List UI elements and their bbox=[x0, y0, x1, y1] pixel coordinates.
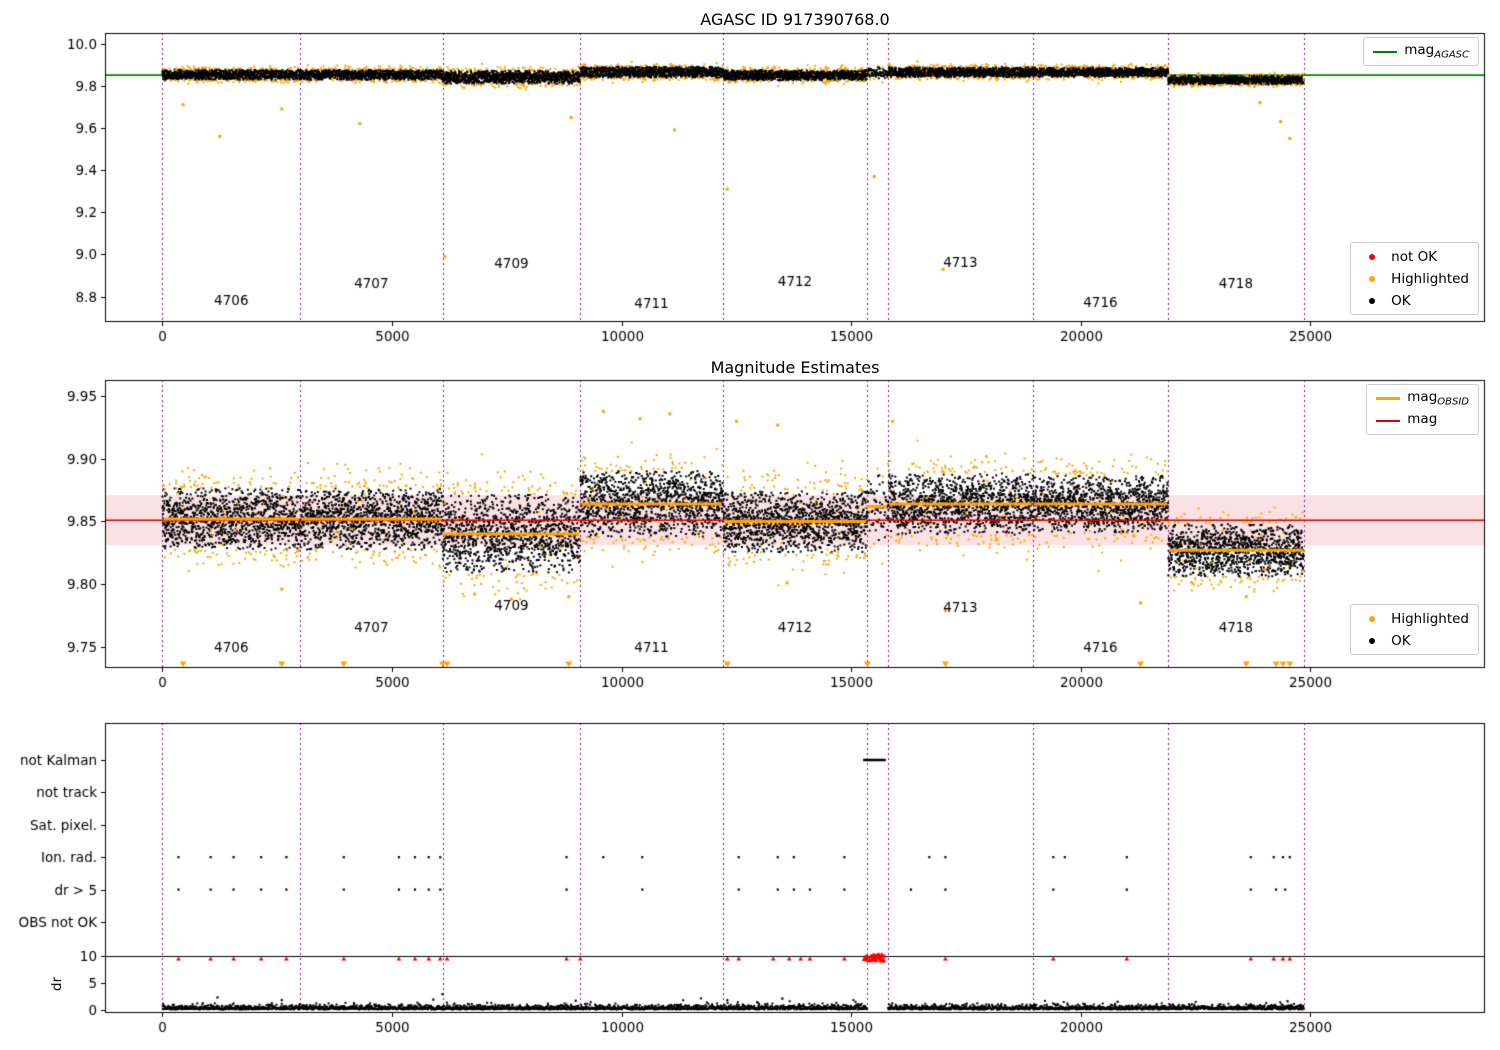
legend-item-highlighted-2: Highlighted bbox=[1360, 609, 1469, 628]
legend-item-ok-2: OK bbox=[1360, 631, 1469, 650]
not-ok-marker-icon bbox=[1360, 253, 1384, 260]
legend-label-mag: mag bbox=[1407, 411, 1438, 428]
legend-item-mag-obsid: magOBSID bbox=[1376, 389, 1469, 408]
legend-label-ok-2: OK bbox=[1391, 632, 1411, 649]
legend-label-not-ok: not OK bbox=[1391, 248, 1438, 265]
legend-label-highlighted: Highlighted bbox=[1391, 270, 1469, 287]
plot2-title: Magnitude Estimates bbox=[710, 358, 880, 377]
legend-label-highlighted-2: Highlighted bbox=[1391, 610, 1469, 627]
legend-mag-obsid: magOBSID mag bbox=[1366, 384, 1479, 435]
legend-item-mag: mag bbox=[1376, 411, 1469, 430]
legend-item-mag-agasc: magAGASC bbox=[1373, 42, 1469, 61]
plot1-title: AGASC ID 917390768.0 bbox=[700, 10, 890, 29]
legend-label-mag-obsid: magOBSID bbox=[1407, 389, 1469, 408]
legend-markers-top: not OK Highlighted OK bbox=[1350, 242, 1479, 315]
legend-item-highlighted: Highlighted bbox=[1360, 269, 1469, 288]
legend-markers-middle: Highlighted OK bbox=[1350, 604, 1479, 655]
mag-line-swatch bbox=[1376, 419, 1401, 422]
highlighted-marker-icon bbox=[1360, 615, 1384, 622]
highlighted-marker-icon bbox=[1360, 275, 1384, 282]
ok-marker-icon bbox=[1360, 297, 1384, 304]
legend-item-ok: OK bbox=[1360, 291, 1469, 310]
legend-item-not-ok: not OK bbox=[1360, 247, 1469, 266]
ok-marker-icon bbox=[1360, 637, 1384, 644]
mag-obsid-line-swatch bbox=[1376, 397, 1401, 400]
mag-agasc-line-swatch bbox=[1373, 50, 1398, 53]
legend-label-mag-agasc: magAGASC bbox=[1404, 42, 1469, 61]
legend-label-ok: OK bbox=[1391, 292, 1411, 309]
dr-axis-label: dr bbox=[49, 976, 66, 992]
legend-mag-agasc: magAGASC bbox=[1363, 37, 1479, 66]
